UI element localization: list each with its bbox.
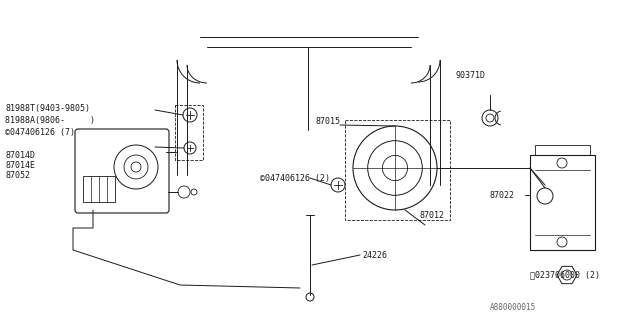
Text: 81988T(9403-9805): 81988T(9403-9805) [5, 103, 90, 113]
Text: ©047406126 (7): ©047406126 (7) [5, 127, 75, 137]
Text: 87014E: 87014E [5, 161, 35, 170]
Text: 87015: 87015 [315, 117, 340, 126]
Bar [83, 176, 115, 202]
Text: ⓝ023706000 (2): ⓝ023706000 (2) [530, 270, 600, 279]
Text: 87014D: 87014D [5, 150, 35, 159]
Text: ©047406126 (2): ©047406126 (2) [260, 173, 330, 182]
Text: 90371D: 90371D [455, 70, 485, 79]
Text: A880000015: A880000015 [490, 303, 536, 313]
Text: 87022: 87022 [490, 190, 515, 199]
Text: 81988A(9806-     ): 81988A(9806- ) [5, 116, 95, 124]
Bar [530, 155, 595, 250]
Bar [175, 105, 203, 160]
Text: 24226: 24226 [362, 251, 387, 260]
Bar [535, 145, 590, 155]
Bar [345, 120, 450, 220]
Text: 87012: 87012 [420, 211, 445, 220]
Text: 87052: 87052 [5, 171, 30, 180]
